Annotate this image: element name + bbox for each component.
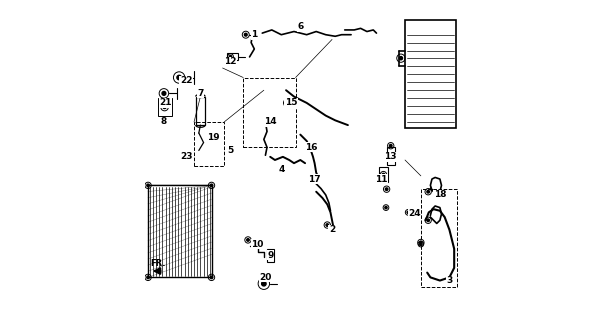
Text: 4: 4 (278, 165, 285, 174)
Bar (379, 167, 388, 182)
Text: 6: 6 (297, 22, 304, 31)
Circle shape (427, 190, 429, 193)
Text: 15: 15 (285, 99, 297, 108)
Bar (228, 53, 239, 60)
Circle shape (246, 239, 249, 241)
Circle shape (245, 33, 247, 36)
Bar (243, 77, 296, 147)
Circle shape (210, 276, 213, 279)
Circle shape (390, 144, 392, 147)
Bar (267, 249, 274, 261)
Circle shape (229, 55, 232, 58)
Text: 2: 2 (329, 225, 335, 234)
Bar (195, 97, 205, 125)
Text: 22: 22 (180, 76, 192, 85)
Text: 17: 17 (308, 174, 321, 184)
Bar (158, 98, 172, 116)
Text: 21: 21 (159, 99, 172, 108)
Text: 14: 14 (264, 117, 277, 126)
Bar (194, 122, 224, 166)
Circle shape (286, 101, 290, 105)
Text: 20: 20 (259, 273, 271, 282)
Text: 18: 18 (433, 190, 446, 199)
Text: FR.: FR. (151, 260, 166, 268)
Circle shape (270, 254, 272, 256)
Circle shape (185, 155, 188, 158)
Text: 3: 3 (446, 276, 453, 285)
Text: 24: 24 (409, 209, 421, 219)
Circle shape (419, 243, 422, 245)
Circle shape (407, 211, 409, 213)
Circle shape (419, 241, 422, 244)
Text: 7: 7 (197, 89, 203, 98)
Text: 19: 19 (207, 133, 219, 142)
Text: 13: 13 (384, 152, 397, 161)
Circle shape (326, 224, 328, 226)
Circle shape (177, 75, 181, 80)
Circle shape (147, 276, 149, 279)
Text: 10: 10 (251, 240, 263, 249)
Text: 12: 12 (225, 57, 237, 66)
Text: 8: 8 (161, 117, 167, 126)
Bar (421, 188, 457, 287)
Circle shape (389, 155, 392, 157)
Text: 23: 23 (180, 152, 192, 161)
Circle shape (427, 219, 429, 221)
Circle shape (262, 282, 266, 286)
Circle shape (253, 243, 256, 245)
Circle shape (163, 106, 166, 108)
Text: 1: 1 (251, 30, 257, 39)
Bar (148, 185, 211, 277)
Circle shape (147, 184, 149, 187)
Bar (387, 147, 395, 165)
Text: 9: 9 (267, 251, 273, 260)
Circle shape (382, 173, 385, 176)
Text: 16: 16 (305, 143, 317, 152)
Circle shape (385, 206, 387, 209)
Circle shape (210, 184, 213, 187)
Circle shape (385, 188, 388, 190)
Circle shape (399, 57, 402, 60)
Text: 5: 5 (228, 146, 234, 155)
Bar (405, 20, 456, 128)
Text: 11: 11 (375, 174, 387, 184)
Circle shape (162, 92, 166, 95)
